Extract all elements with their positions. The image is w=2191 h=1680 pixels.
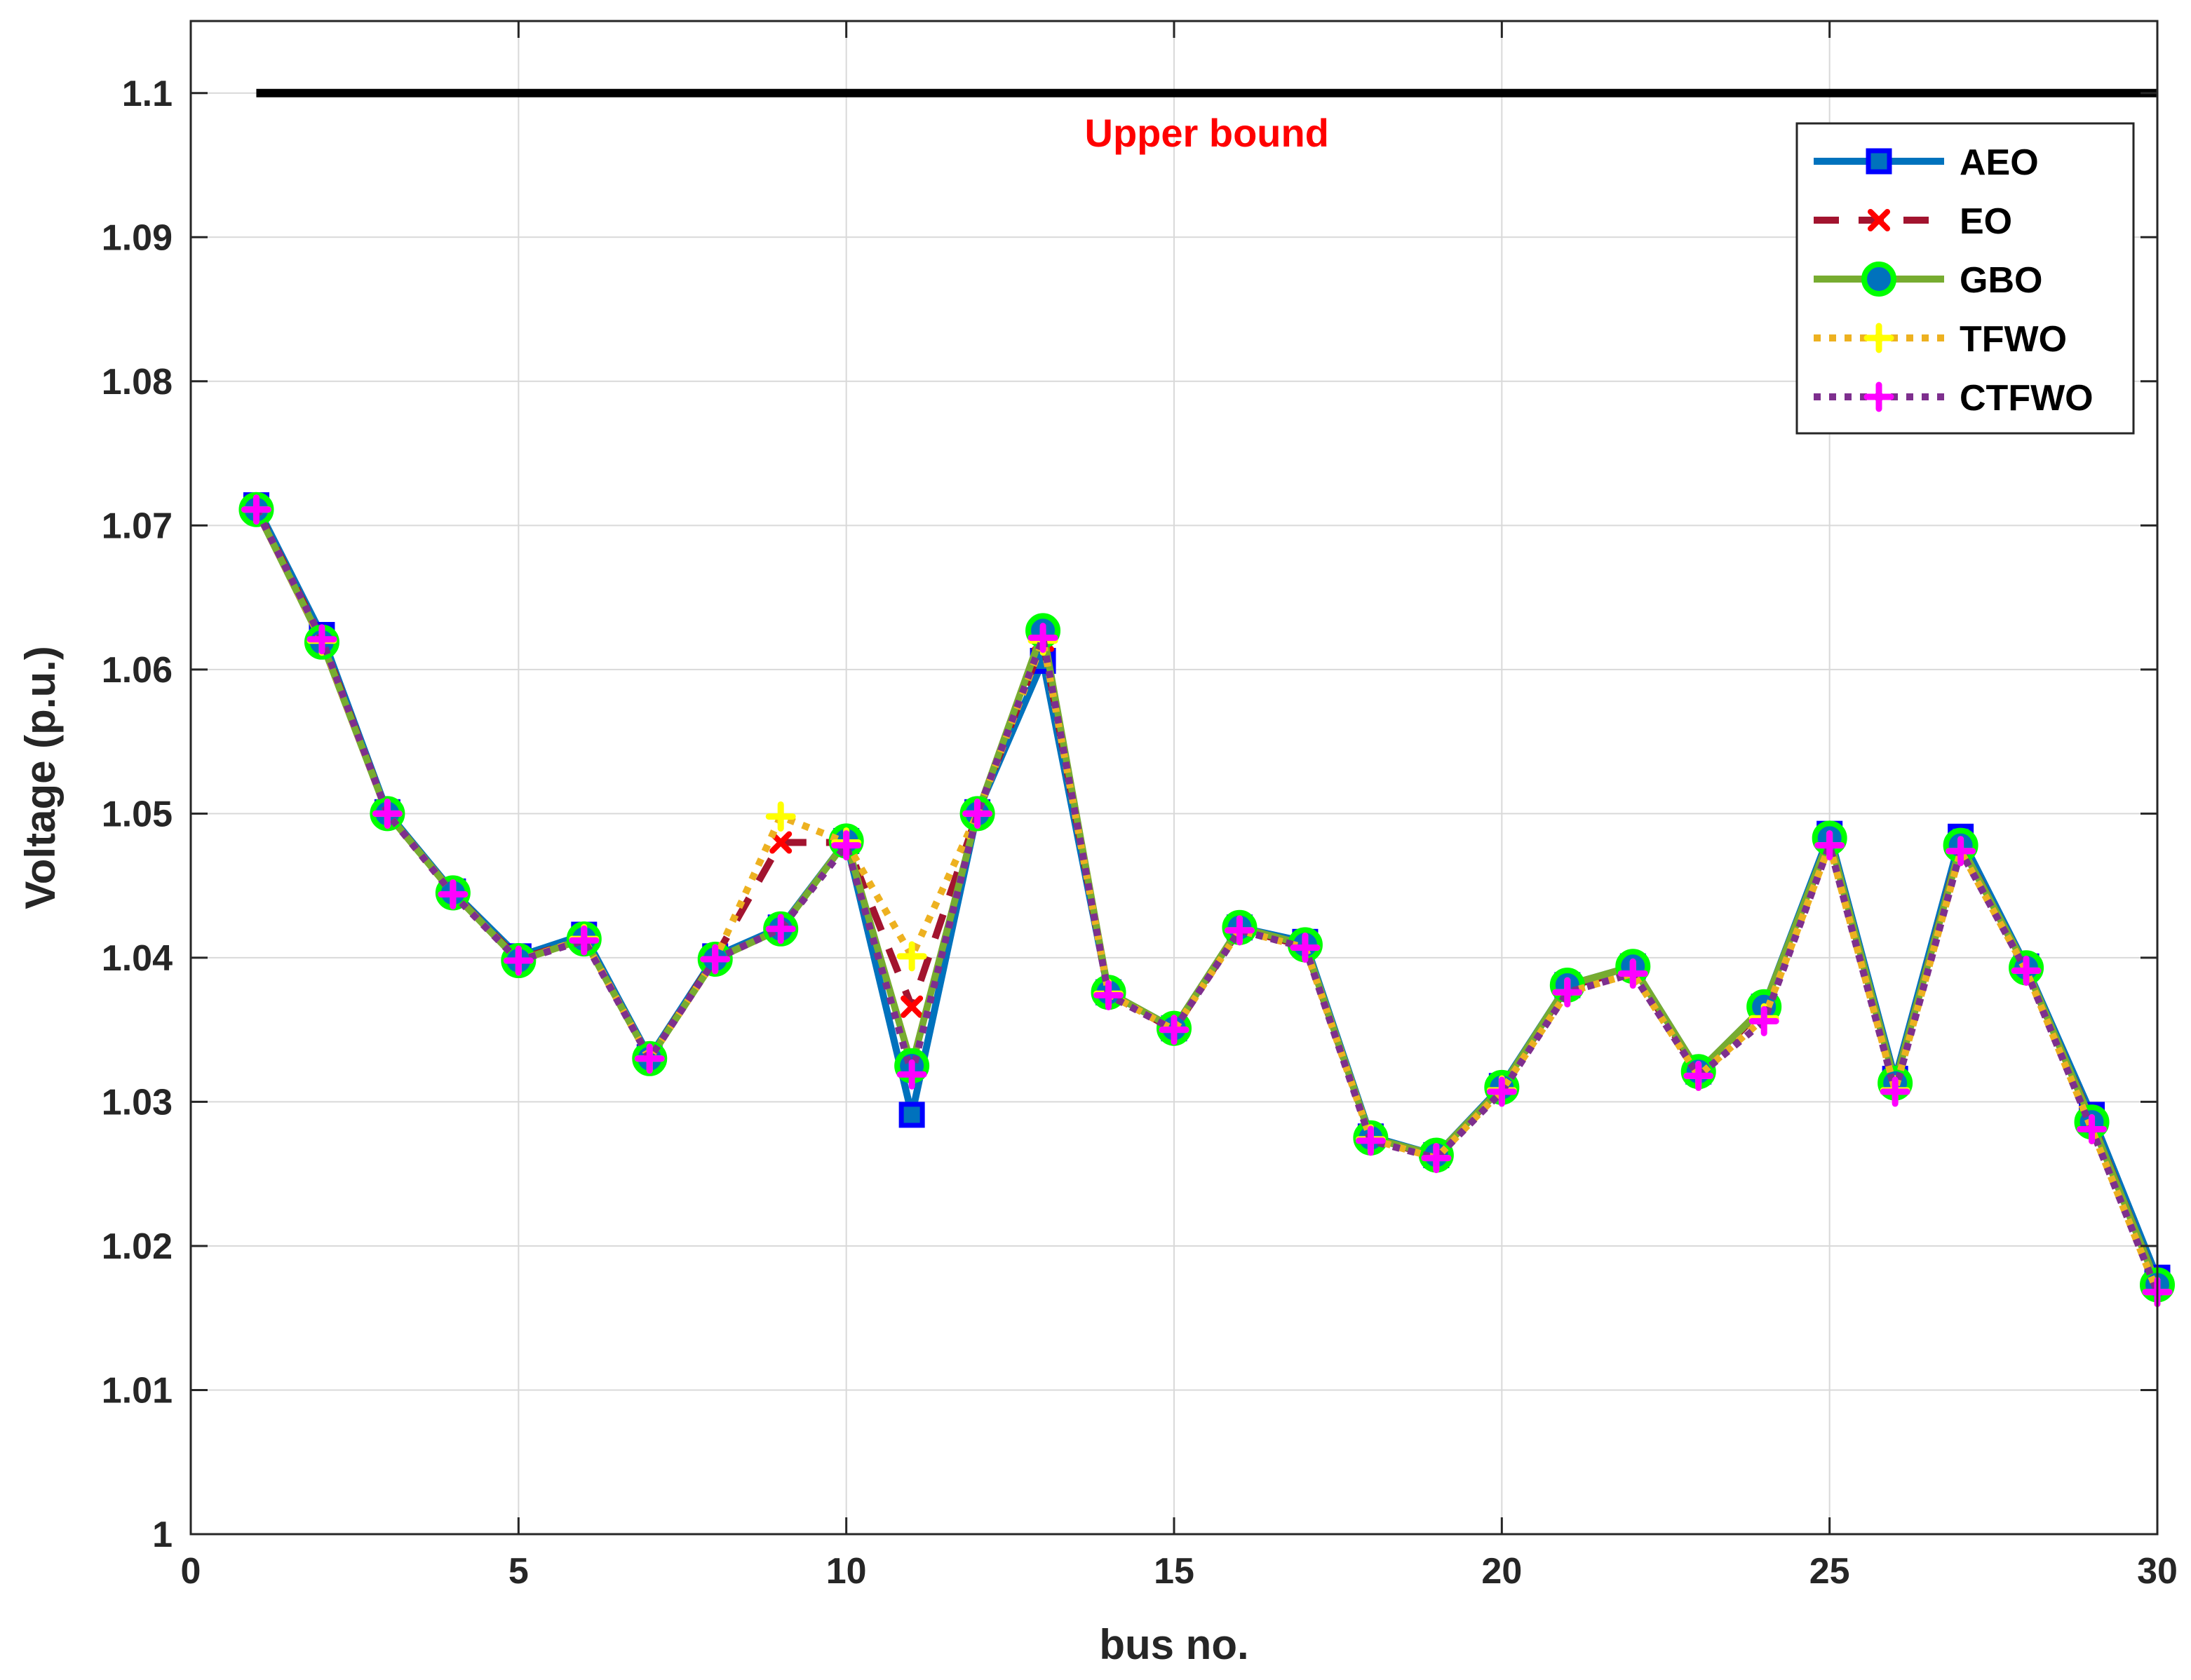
legend-marker-swatch [1868, 209, 1890, 231]
data-point-ctfwo [765, 914, 796, 944]
data-point-ctfwo [1224, 915, 1255, 946]
series-ctfwo [241, 494, 2173, 1308]
series-line-ctfwo [253, 508, 2161, 1294]
legend: AEO EO GBO TFWO CTFWO [1795, 122, 2135, 435]
series-group [238, 492, 2175, 1308]
legend-marker-swatch [1863, 323, 1894, 353]
data-point-ctfwo [831, 830, 862, 861]
data-point-tfwo [896, 941, 927, 972]
x-axis-label: bus no. [1099, 1621, 1248, 1668]
y-tick-label: 1.03 [102, 1082, 173, 1123]
data-point-ctfwo [1552, 977, 1583, 1008]
x-tick-label: 0 [181, 1551, 201, 1592]
legend-entry-ctfwo: CTFWO [1814, 378, 2094, 419]
data-point-ctfwo [896, 1059, 927, 1090]
data-point-ctfwo [1159, 1015, 1189, 1045]
data-point-ctfwo [1880, 1076, 1910, 1107]
y-tick-label: 1.08 [102, 362, 173, 402]
y-tick-label: 1.02 [102, 1226, 173, 1267]
legend-entry-gbo: GBO [1814, 260, 2042, 301]
data-point-ctfwo [1486, 1076, 1517, 1107]
x-tick-label: 15 [1154, 1551, 1194, 1592]
legend-entry-tfwo: TFWO [1814, 319, 2067, 360]
legend-marker-swatch [1863, 381, 1894, 412]
x-tick-label: 5 [508, 1551, 529, 1592]
data-point-ctfwo [438, 879, 468, 909]
data-point-ctfwo [1946, 836, 1976, 867]
data-point-ctfwo [1290, 933, 1321, 963]
legend-label: CTFWO [1960, 378, 2094, 419]
x-tick-label: 10 [826, 1551, 867, 1592]
y-tick-label: 1.06 [102, 650, 173, 691]
y-tick-label: 1.07 [102, 506, 173, 546]
data-point-ctfwo [1617, 958, 1648, 989]
x-tick-label: 30 [2137, 1551, 2178, 1592]
annotations: Upper bound [1085, 111, 1329, 155]
y-tick-label: 1.1 [122, 74, 173, 114]
y-axis-label: Voltage (p.u.) [17, 646, 64, 909]
y-tick-label: 1.09 [102, 217, 173, 258]
data-point-ctfwo [962, 798, 993, 829]
data-point-ctfwo [241, 494, 271, 525]
data-point-ctfwo [372, 798, 403, 829]
data-point-tfwo [765, 801, 796, 832]
legend-label: EO [1960, 201, 2012, 242]
legend-label: GBO [1960, 260, 2042, 301]
data-point-aeo [898, 1102, 925, 1128]
y-tick-label: 1 [152, 1515, 173, 1555]
data-point-ctfwo [2077, 1113, 2108, 1144]
legend-entry-eo: EO [1814, 201, 2012, 242]
legend-entry-aeo: AEO [1814, 142, 2039, 183]
data-point-ctfwo [2011, 955, 2042, 986]
data-point-eo [901, 995, 924, 1018]
legend-marker-swatch [1866, 148, 1892, 175]
data-point-ctfwo [1683, 1060, 1714, 1091]
y-tick-label: 1.04 [102, 938, 173, 979]
y-tick-label: 1.05 [102, 794, 173, 834]
legend-label: AEO [1960, 142, 2039, 183]
x-tick-label: 20 [1481, 1551, 1522, 1592]
data-point-ctfwo [1355, 1125, 1386, 1156]
y-tick-label: 1.01 [102, 1370, 173, 1411]
data-point-ctfwo [1814, 830, 1845, 861]
legend-label: TFWO [1960, 319, 2067, 360]
data-point-ctfwo [1748, 1005, 1779, 1036]
data-point-ctfwo [1093, 980, 1124, 1010]
upper-bound-annotation: Upper bound [1085, 111, 1329, 155]
axis-ticks: 0 5 10 15 20 25 30 1 1.01 1.02 1.03 1.04 1.05 1.06 1.0… [102, 21, 2178, 1592]
x-tick-label: 25 [1809, 1551, 1850, 1592]
data-point-ctfwo [1027, 623, 1058, 653]
data-point-ctfwo [634, 1043, 665, 1074]
data-point-ctfwo [503, 945, 534, 976]
legend-marker-swatch [1861, 262, 1896, 297]
data-point-ctfwo [1421, 1143, 1452, 1174]
data-point-ctfwo [306, 624, 337, 655]
data-point-ctfwo [569, 925, 600, 956]
data-point-ctfwo [700, 944, 731, 975]
